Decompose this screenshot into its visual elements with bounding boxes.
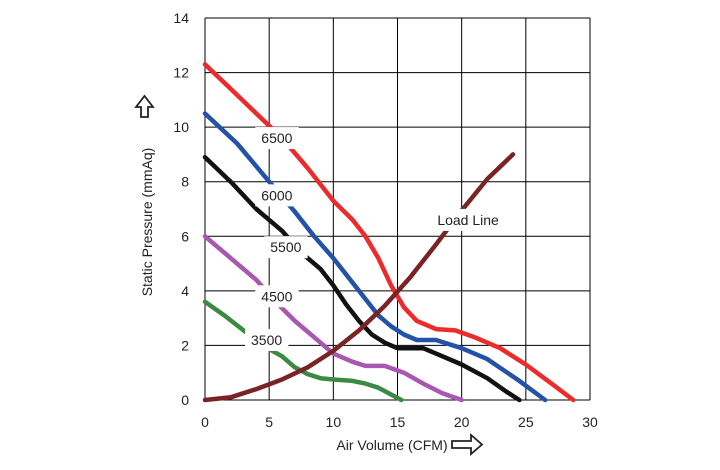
curve-label-background xyxy=(245,328,289,351)
curve-label: 5500 xyxy=(270,239,301,255)
tick-labels: 0 5 10 15 20 25 30 0 2 4 6 8 10 12 14 xyxy=(173,10,598,430)
x-tick-label: 15 xyxy=(390,414,406,430)
series-line-4500 xyxy=(202,234,464,403)
x-tick-label: 25 xyxy=(518,414,534,430)
curve-label-background xyxy=(264,236,308,259)
x-tick-label: 20 xyxy=(454,414,470,430)
y-tick-label: 8 xyxy=(181,174,189,190)
y-tick-label: 12 xyxy=(173,65,189,81)
curve-label-group: 5500 xyxy=(264,236,308,259)
y-tick-label: 10 xyxy=(173,119,189,135)
y-tick-label: 4 xyxy=(181,283,189,299)
curve-label-group: 6000 xyxy=(255,184,299,207)
curve-label-group: 4500 xyxy=(255,285,299,308)
y-tick-label: 2 xyxy=(181,337,189,353)
curve-label-background xyxy=(255,127,299,150)
x-tick-label: 30 xyxy=(582,414,598,430)
curve-labels: 6500 6000 5500 4500 3500 Load Line xyxy=(245,127,506,351)
curve-label-background xyxy=(255,184,299,207)
curve-label-background xyxy=(431,208,506,231)
curve-label-group: Load Line xyxy=(431,208,506,231)
y-tick-label: 6 xyxy=(181,228,189,244)
curve-label-background xyxy=(255,285,299,308)
x-tick-label: 0 xyxy=(201,414,209,430)
series-line-5500 xyxy=(202,154,522,403)
curve-label: 6000 xyxy=(261,187,292,203)
x-axis-arrow-icon xyxy=(451,433,484,456)
curve-label-group: 3500 xyxy=(245,328,289,351)
curve-label: 6500 xyxy=(261,130,292,146)
curve-label-group: 6500 xyxy=(255,127,299,150)
curve-label: Load Line xyxy=(437,212,499,228)
x-tick-label: 10 xyxy=(326,414,342,430)
y-tick-label: 14 xyxy=(173,10,189,26)
x-tick-label: 5 xyxy=(265,414,273,430)
curve-label: 3500 xyxy=(251,332,282,348)
curve-label: 4500 xyxy=(261,288,292,304)
y-axis-arrow-icon xyxy=(134,94,155,118)
y-axis-label: Static Pressure (mmAq) xyxy=(139,148,155,297)
y-tick-label: 0 xyxy=(181,392,189,408)
x-axis-label: Air Volume (CFM) xyxy=(336,437,447,453)
